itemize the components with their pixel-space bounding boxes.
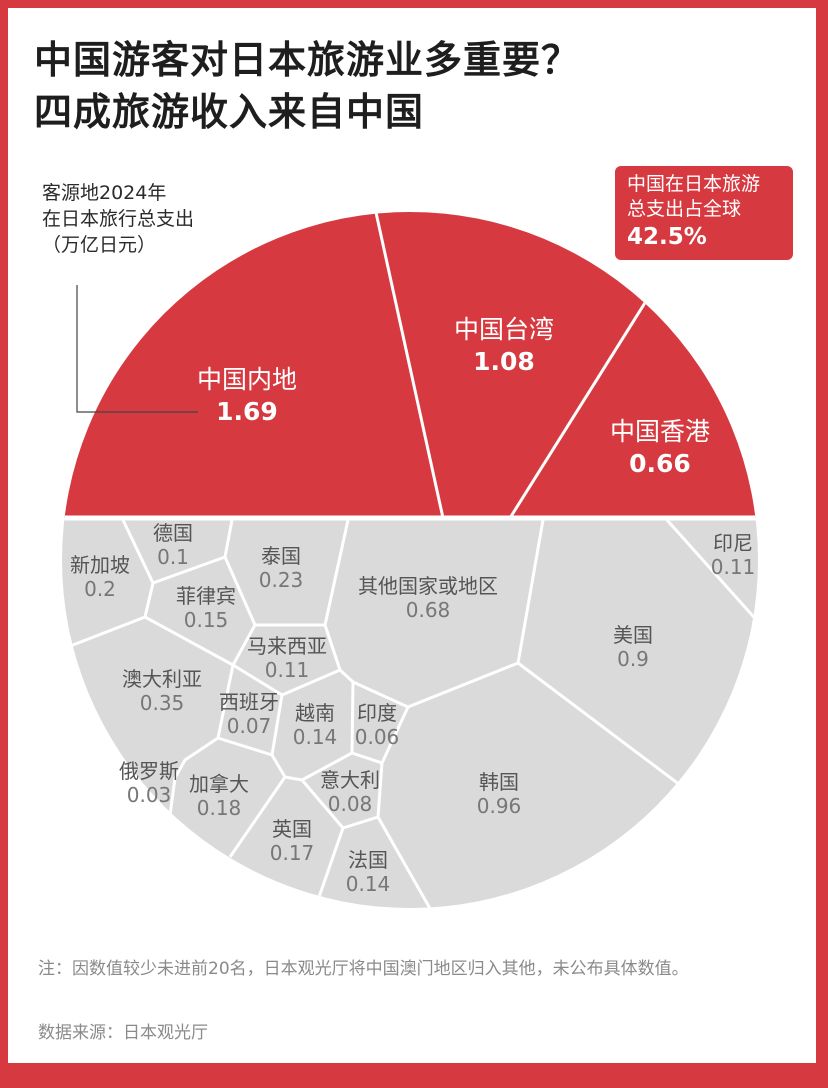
cell-label-singapore: 新加坡 0.2 <box>70 553 130 601</box>
cell-label-france: 法国 0.14 <box>345 848 391 896</box>
title-line-2: 四成旅游收入来自中国 <box>34 90 425 134</box>
cell-label-germany: 德国 0.1 <box>153 521 193 569</box>
cell-label-indonesia: 印尼 0.11 <box>710 531 756 579</box>
unit-label-line-1: 客源地2024年 <box>42 182 167 204</box>
title-line-1: 中国游客对日本旅游业多重要？ <box>34 38 581 82</box>
callout-line-1: 中国在日本旅游 <box>627 173 761 195</box>
callout-value: 42.5% <box>627 224 707 250</box>
data-source: 数据来源：日本观光厅 <box>38 1023 208 1043</box>
cell-label-other-regions: 其他国家或地区 0.68 <box>358 574 498 622</box>
cell-label-russia: 俄罗斯 0.03 <box>119 759 179 807</box>
cell-label-spain: 西班牙 0.07 <box>219 690 279 738</box>
cell-label-india: 印度 0.06 <box>354 701 400 749</box>
cell-label-malaysia: 马来西亚 0.11 <box>247 634 327 682</box>
unit-label-line-3: （万亿日元） <box>42 234 157 256</box>
callout-line-2: 总支出占全球 <box>627 198 742 220</box>
china-share-callout: 中国在日本旅游 总支出占全球 42.5% <box>615 166 793 260</box>
cell-label-australia: 澳大利亚 0.35 <box>122 667 202 715</box>
cell-label-uk: 英国 0.17 <box>269 817 315 865</box>
unit-label-line-2: 在日本旅行总支出 <box>42 208 195 230</box>
cell-label-china-taiwan: 中国台湾 1.08 <box>453 315 555 376</box>
cell-label-canada: 加拿大 0.18 <box>189 772 249 820</box>
unit-label: 客源地2024年 在日本旅行总支出 （万亿日元） <box>42 180 194 258</box>
cell-label-china-mainland: 中国内地 1.69 <box>196 365 298 426</box>
cell-label-china-hongkong: 中国香港 0.66 <box>609 417 711 478</box>
cell-label-thailand: 泰国 0.23 <box>258 544 304 592</box>
cell-label-usa: 美国 0.9 <box>613 623 653 671</box>
cell-label-vietnam: 越南 0.14 <box>292 701 338 749</box>
cell-label-philippines: 菲律宾 0.15 <box>176 584 236 632</box>
footnote: 注：因数值较少未进前20名，日本观光厅将中国澳门地区归入其他，未公布具体数值。 <box>38 959 689 979</box>
chart-title: 中国游客对日本旅游业多重要？ 四成旅游收入来自中国 <box>34 34 580 138</box>
cell-label-italy: 意大利 0.08 <box>320 768 380 816</box>
cell-label-korea: 韩国 0.96 <box>476 770 522 818</box>
unit-leader-line <box>76 285 198 413</box>
